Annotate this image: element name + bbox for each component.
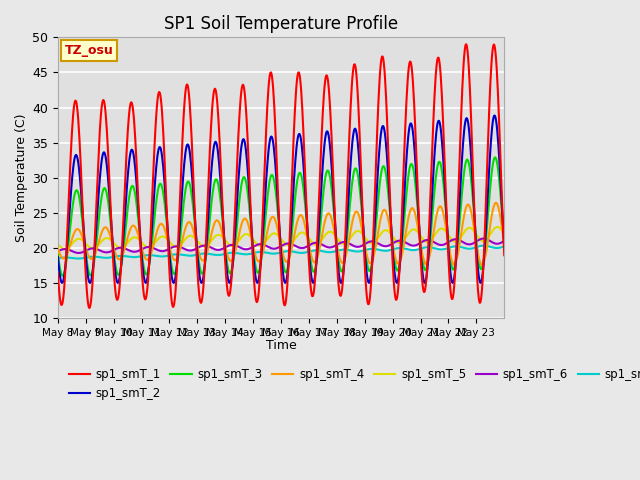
sp1_smT_3: [107, 222, 115, 228]
sp1_smT_7: [54, 255, 61, 261]
sp1_smT_2: [211, 139, 219, 145]
sp1_smT_4: [500, 240, 508, 246]
sp1_smT_6: [500, 238, 508, 244]
sp1_smT_6: [479, 236, 487, 241]
sp1_smT_4: [189, 224, 196, 230]
Line: sp1_smT_4: sp1_smT_4: [58, 203, 504, 265]
sp1_smT_5: [493, 224, 501, 230]
sp1_smT_7: [189, 252, 196, 258]
sp1_smT_4: [54, 246, 61, 252]
sp1_smT_1: [327, 119, 335, 125]
sp1_smT_4: [211, 221, 218, 227]
Line: sp1_smT_5: sp1_smT_5: [58, 227, 504, 249]
Y-axis label: Soil Temperature (C): Soil Temperature (C): [15, 113, 28, 242]
sp1_smT_4: [227, 258, 235, 264]
sp1_smT_5: [327, 229, 335, 235]
sp1_smT_2: [352, 127, 360, 133]
sp1_smT_7: [500, 243, 508, 249]
sp1_smT_1: [86, 305, 93, 311]
sp1_smT_3: [228, 266, 236, 272]
sp1_smT_2: [327, 153, 335, 159]
sp1_smT_4: [478, 262, 486, 268]
sp1_smT_2: [142, 280, 150, 286]
sp1_smT_7: [74, 256, 82, 262]
sp1_smT_5: [107, 237, 115, 243]
sp1_smT_3: [352, 166, 360, 171]
sp1_smT_7: [107, 254, 115, 260]
sp1_smT_3: [54, 251, 61, 257]
sp1_smT_1: [500, 252, 508, 258]
sp1_smT_6: [75, 250, 83, 256]
sp1_smT_5: [352, 228, 360, 234]
sp1_smT_5: [211, 234, 219, 240]
sp1_smT_3: [59, 273, 67, 279]
sp1_smT_7: [211, 252, 219, 258]
Line: sp1_smT_3: sp1_smT_3: [58, 157, 504, 276]
sp1_smT_7: [480, 243, 488, 249]
sp1_smT_6: [352, 244, 360, 250]
sp1_smT_1: [228, 270, 236, 276]
sp1_smT_6: [211, 247, 219, 252]
sp1_smT_7: [327, 249, 335, 255]
X-axis label: Time: Time: [266, 339, 296, 352]
sp1_smT_5: [189, 234, 196, 240]
Line: sp1_smT_6: sp1_smT_6: [58, 239, 504, 253]
sp1_smT_7: [352, 249, 360, 254]
sp1_smT_3: [327, 180, 335, 185]
sp1_smT_6: [189, 247, 196, 253]
Title: SP1 Soil Temperature Profile: SP1 Soil Temperature Profile: [164, 15, 398, 33]
sp1_smT_4: [492, 200, 500, 205]
sp1_smT_3: [491, 155, 499, 160]
sp1_smT_4: [106, 233, 114, 239]
Line: sp1_smT_1: sp1_smT_1: [58, 44, 504, 308]
sp1_smT_3: [211, 178, 219, 183]
sp1_smT_2: [54, 254, 61, 260]
sp1_smT_5: [61, 246, 68, 252]
Legend: sp1_smT_1, sp1_smT_2, sp1_smT_3, sp1_smT_4, sp1_smT_5, sp1_smT_6, sp1_smT_7: sp1_smT_1, sp1_smT_2, sp1_smT_3, sp1_smT…: [64, 363, 640, 405]
sp1_smT_2: [228, 270, 236, 276]
Line: sp1_smT_7: sp1_smT_7: [58, 246, 504, 259]
sp1_smT_5: [500, 231, 508, 237]
sp1_smT_4: [326, 212, 334, 218]
sp1_smT_6: [107, 249, 115, 254]
sp1_smT_6: [327, 244, 335, 250]
sp1_smT_1: [352, 67, 360, 72]
sp1_smT_2: [106, 205, 114, 211]
Line: sp1_smT_2: sp1_smT_2: [58, 116, 504, 283]
sp1_smT_6: [228, 242, 236, 248]
sp1_smT_6: [54, 249, 61, 254]
sp1_smT_4: [351, 210, 359, 216]
sp1_smT_2: [490, 113, 498, 119]
sp1_smT_1: [211, 86, 219, 92]
sp1_smT_3: [500, 237, 508, 243]
sp1_smT_5: [54, 241, 61, 247]
sp1_smT_2: [500, 245, 508, 251]
sp1_smT_2: [189, 185, 196, 191]
sp1_smT_1: [54, 270, 61, 276]
sp1_smT_3: [189, 202, 196, 208]
sp1_smT_1: [462, 41, 470, 47]
sp1_smT_1: [107, 210, 115, 216]
Text: TZ_osu: TZ_osu: [65, 44, 113, 57]
sp1_smT_7: [228, 250, 236, 256]
sp1_smT_1: [189, 165, 196, 170]
sp1_smT_5: [228, 243, 236, 249]
